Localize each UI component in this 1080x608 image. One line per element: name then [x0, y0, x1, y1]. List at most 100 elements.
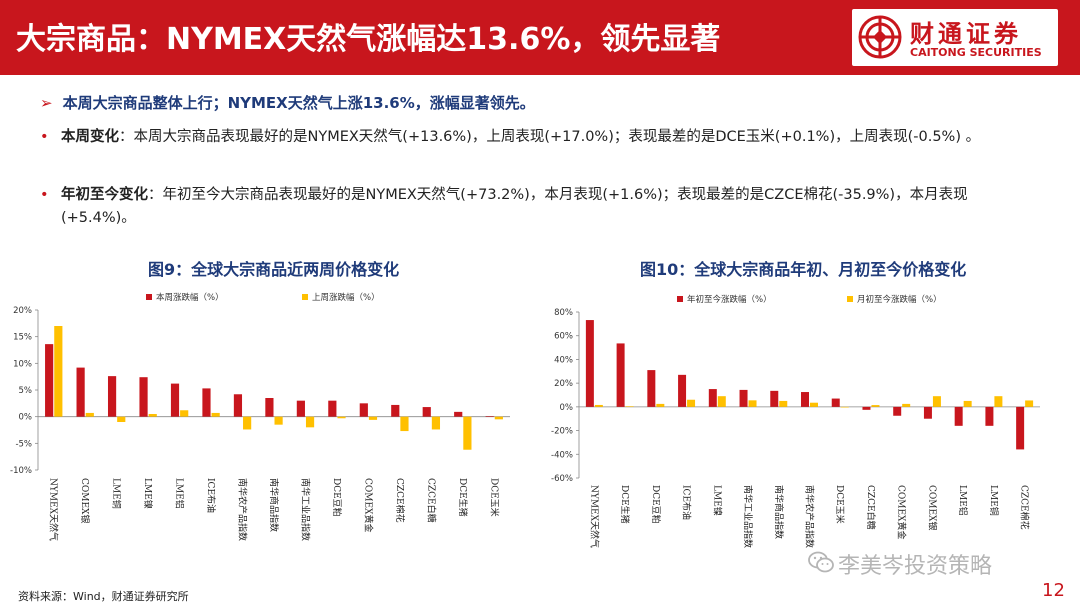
logo-text-cn: 财通证券 [910, 20, 1022, 48]
bar [328, 400, 337, 417]
y-tick-label: 60% [554, 332, 573, 342]
x-tick-label: LME镍 [711, 485, 723, 516]
bullet-label: 年初至今变化 [61, 187, 148, 203]
bar [985, 406, 994, 426]
bar [463, 416, 472, 450]
bar [431, 416, 441, 430]
caitong-logo-icon [858, 15, 902, 59]
arrow-bullet-icon: ➢ [40, 94, 53, 112]
bullet-label: 本周变化 [61, 129, 119, 145]
bullet-text: ：本周大宗商品表现最好的是NYMEX天然气(+13.6%)，上周表现(+17.0… [119, 129, 981, 145]
bar [170, 383, 180, 417]
bar [243, 416, 252, 430]
bar [211, 412, 220, 417]
chart-ytd-change: 年初至今涨跌幅（%） 月初至今涨跌幅（%） -60% -40% -20% 0% 20% 40%… [551, 294, 1040, 548]
source-note: 资料来源：Wind，财通证券研究所 [18, 590, 189, 603]
company-logo: 财通证券 CAITONG SECURITIES [852, 9, 1058, 66]
y-tick-label: 80% [554, 308, 573, 318]
bar [202, 388, 211, 417]
x-tick-label: LME铜 [988, 485, 1000, 516]
bullet-dot-icon: • [40, 129, 49, 145]
chart-weekly-change: 本周涨跌幅（%） 上周涨跌幅（%） -10% -5% 0% 5% 10% 15% 20% NYME… [10, 292, 510, 541]
bar [862, 406, 871, 410]
bullet-weekly: • 本周变化：本周大宗商品表现最好的是NYMEX天然气(+13.6%)，上周表现… [40, 126, 1030, 149]
x-tick-label: DCE生猪 [619, 485, 631, 524]
bar [594, 404, 603, 407]
x-tick-label: 南华工业品指数 [742, 485, 754, 548]
legend-swatch [302, 294, 308, 300]
x-tick-label: CZCE棉花 [1019, 485, 1031, 530]
y-tick-label: -20% [551, 427, 573, 437]
y-tick-label: 20% [554, 379, 573, 389]
x-tick-label: DCE豆粕 [650, 485, 662, 524]
bar [391, 404, 400, 417]
bar [368, 416, 378, 420]
chart-title-fig9: 图9：全球大宗商品近两周价格变化 [148, 260, 400, 279]
y-tick-label: -60% [551, 474, 573, 484]
y-tick-label: 5% [19, 386, 33, 396]
bar [494, 416, 503, 420]
bar [616, 343, 625, 407]
x-tick-label: COMEX黄金 [896, 485, 908, 539]
x-tick-label: 南华商品指数 [268, 478, 280, 532]
bar [708, 389, 717, 407]
bar [148, 414, 157, 417]
bar [54, 326, 63, 417]
bar [274, 416, 283, 425]
y-tick-label: 20% [13, 306, 32, 316]
bar [678, 374, 687, 407]
bar [107, 376, 117, 417]
headline: ➢ 本周大宗商品整体上行；NYMEX天然气上涨13.6%，涨幅显著领先。 [40, 92, 535, 113]
bullet-ytd: • 年初至今变化：年初至今大宗商品表现最好的是NYMEX天然气(+73.2%)，… [40, 184, 1030, 230]
bar [45, 344, 54, 417]
x-tick-label: LME铝 [957, 485, 969, 516]
x-tick-label: ICE布油 [681, 485, 693, 520]
x-tick-label: 南华农产品指数 [804, 485, 816, 548]
y-tick-label: -10% [10, 466, 32, 476]
bar [739, 389, 748, 407]
x-tick-label: COMEX黄金 [362, 478, 374, 532]
x-tick-label: 南华农产品指数 [237, 478, 249, 541]
bar [265, 398, 274, 417]
bullet-dot-icon: • [40, 187, 49, 203]
bar [748, 400, 757, 407]
bar [337, 416, 346, 419]
x-tick-label: CZCE白糖 [865, 485, 877, 530]
bar [840, 406, 849, 408]
bar [902, 403, 911, 407]
bar [932, 396, 941, 407]
x-tick-label: CZCE棉花 [394, 478, 406, 523]
x-tick-label: DCE玉米 [488, 478, 500, 517]
bar [422, 407, 431, 417]
y-tick-label: 0% [560, 403, 574, 413]
x-tick-label: LME铜 [111, 478, 123, 509]
bar [305, 416, 315, 428]
watermark-text: 李美岑投资策略 [838, 554, 993, 579]
bar [893, 406, 902, 416]
x-tick-label: NYMEX天然气 [588, 485, 600, 548]
logo-text-en: CAITONG SECURITIES [910, 46, 1042, 59]
bar [625, 406, 634, 407]
x-tick-label: DCE豆粕 [331, 478, 343, 517]
y-tick-label: 40% [554, 355, 573, 365]
x-tick-label: LME铝 [174, 478, 186, 509]
x-tick-label: COMEX银 [79, 478, 91, 523]
wechat-icon [808, 551, 834, 573]
x-tick-label: 南华工业品指数 [299, 478, 311, 541]
bar [923, 406, 932, 419]
bar [1025, 400, 1034, 407]
bar [687, 399, 696, 407]
headline-text: 本周大宗商品整体上行；NYMEX天然气上涨13.6%，涨幅显著领先。 [62, 94, 535, 112]
y-tick-label: 15% [13, 333, 32, 343]
bullet-text: ：年初至今大宗商品表现最好的是NYMEX天然气(+73.2%)，本月表现(+1.… [61, 187, 968, 226]
legend-swatch [146, 294, 152, 300]
bar [779, 400, 788, 407]
y-tick-label: 10% [13, 359, 32, 369]
bar [656, 403, 665, 407]
x-tick-label: ICE布油 [205, 478, 217, 513]
bar [994, 396, 1003, 407]
y-tick-label: 0% [19, 413, 33, 423]
bar [359, 403, 368, 417]
bar [233, 394, 243, 417]
bar [76, 367, 85, 417]
